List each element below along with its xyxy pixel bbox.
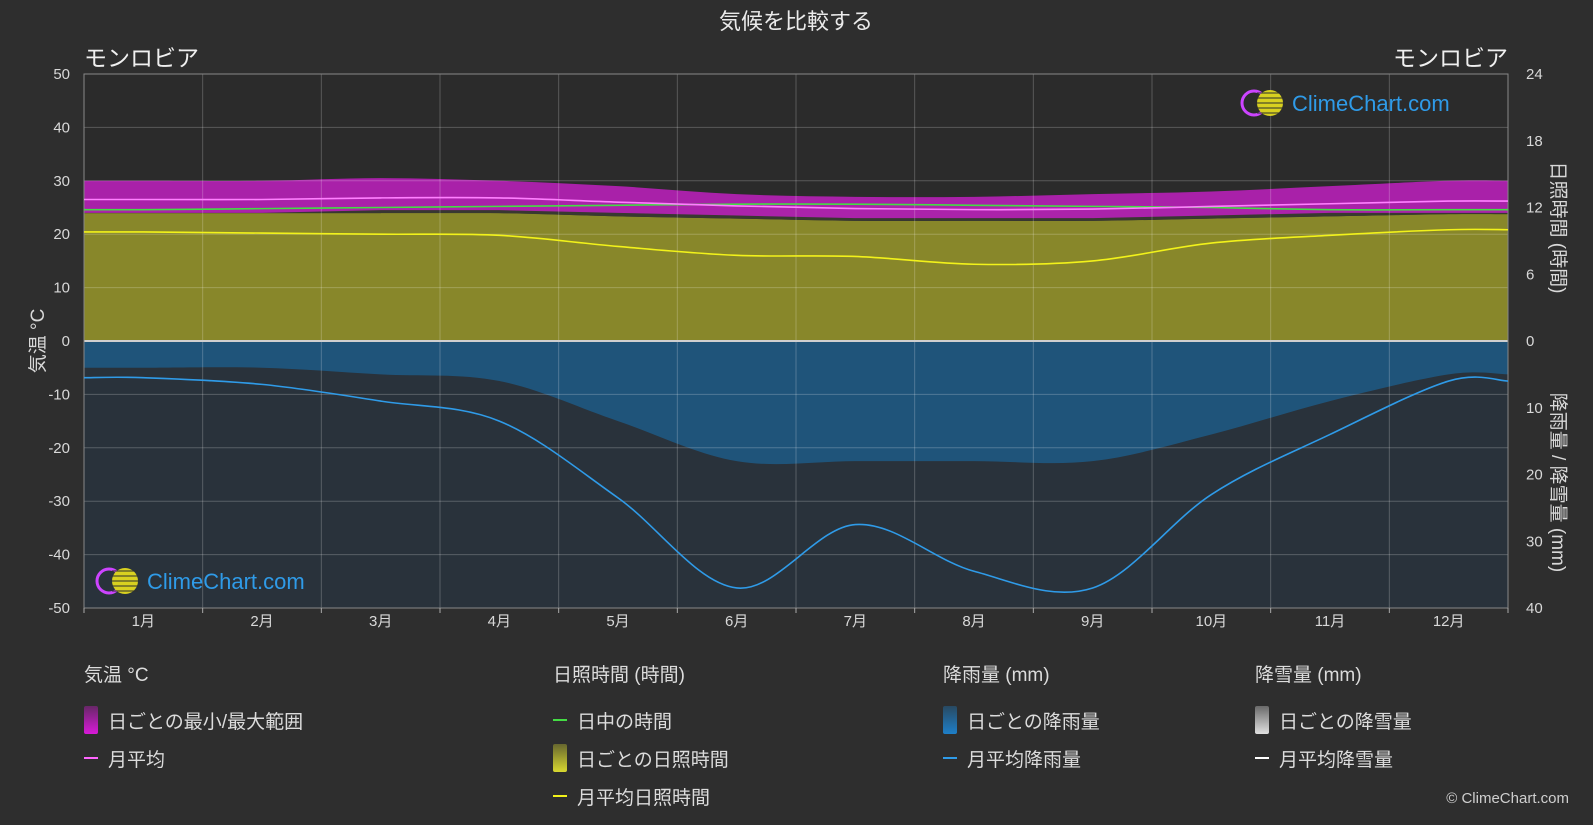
legend-item: 日ごとの日照時間 <box>553 739 729 777</box>
y-left-tick-label: 20 <box>53 226 70 243</box>
legend-swatch <box>553 744 567 772</box>
legend-label: 月平均 <box>108 749 166 771</box>
chart-title: 気候を比較する <box>719 9 873 34</box>
x-tick-label: 1月 <box>132 613 155 630</box>
legend-label: 日ごとの最小/最大範囲 <box>108 711 304 733</box>
x-tick-label: 10月 <box>1195 613 1227 630</box>
y-right-rain-tick-label: 30 <box>1526 533 1543 550</box>
legend-group-title: 降雪量 (mm) <box>1255 665 1362 686</box>
legend-label: 月平均日照時間 <box>577 787 711 809</box>
legend-item: 日ごとの降雨量 <box>943 701 1100 739</box>
legend-swatch <box>553 795 567 797</box>
brand-logo-bottom: ClimeChart.com <box>95 567 305 595</box>
legend-item: 日ごとの最小/最大範囲 <box>84 701 303 739</box>
y-right-rain-tick-label: 40 <box>1526 600 1543 617</box>
legend-label: 月平均降雪量 <box>1279 749 1394 771</box>
legend-item: 月平均 <box>84 739 303 777</box>
daylight-line <box>83 203 1508 211</box>
logo-text: ClimeChart.com <box>147 569 305 594</box>
y-left-tick-label: 50 <box>53 66 70 83</box>
legend-item: 月平均降雪量 <box>1255 739 1412 777</box>
y-left-tick-label: 40 <box>53 119 70 136</box>
logo-text: ClimeChart.com <box>1292 91 1450 116</box>
sunshine-daily-area <box>84 212 1508 341</box>
y-left-tick-label: -30 <box>48 493 70 510</box>
legend-swatch <box>1255 757 1269 759</box>
legend-item: 日ごとの降雪量 <box>1255 701 1412 739</box>
x-tick-label: 3月 <box>369 613 392 630</box>
legend-swatch <box>1255 706 1269 734</box>
rainfall-avg-line <box>83 376 1509 594</box>
rain-daily-area <box>84 341 1508 465</box>
y-left-tick-label: 30 <box>53 173 70 190</box>
brand-logo-top: ClimeChart.com <box>1240 89 1450 117</box>
y-left-tick-label: -50 <box>48 600 70 617</box>
legend-swatch <box>553 719 567 721</box>
legend-label: 日ごとの日照時間 <box>577 749 729 771</box>
y-left-tick-label: 0 <box>62 333 70 350</box>
legend-group: 日照時間 (時間) 日中の時間日ごとの日照時間 月平均日照時間 <box>553 660 729 815</box>
legend-swatch <box>84 757 98 759</box>
y-left-tick-label: -20 <box>48 440 70 457</box>
y-left-axis-label: 気温 °C <box>27 309 49 374</box>
y-right-sunshine-tick-label: 24 <box>1526 66 1543 83</box>
x-tick-label: 4月 <box>488 613 511 630</box>
y-left-tick-label: 10 <box>53 280 70 297</box>
legend-label: 日ごとの降雨量 <box>967 711 1100 733</box>
y-right-sunshine-tick-label: 0 <box>1526 333 1534 350</box>
y-right-rain-axis-label: 降雨量 / 降雪量 (mm) <box>1547 393 1569 572</box>
y-right-sunshine-tick-label: 6 <box>1526 266 1534 283</box>
legend-group-title: 気温 °C <box>84 665 149 686</box>
x-tick-label: 6月 <box>725 613 748 630</box>
legend-group-title: 日照時間 (時間) <box>553 665 685 686</box>
x-tick-label: 8月 <box>962 613 985 630</box>
location-left: モンロビア <box>84 45 199 71</box>
x-tick-label: 9月 <box>1081 613 1104 630</box>
legend-swatch <box>943 706 957 734</box>
y-right-sunshine-tick-label: 18 <box>1526 133 1543 150</box>
sunshine-avg-line <box>83 228 1509 266</box>
legend-item: 月平均降雨量 <box>943 739 1100 777</box>
legend-group-title: 降雨量 (mm) <box>943 665 1050 686</box>
y-right-sunshine-tick-label: 12 <box>1526 200 1543 217</box>
legend-label: 日ごとの降雪量 <box>1279 711 1412 733</box>
temperature-avg-line <box>83 196 1509 211</box>
y-right-sunshine-axis-label: 日照時間 (時間) <box>1547 162 1569 294</box>
x-tick-label: 7月 <box>844 613 867 630</box>
location-right: モンロビア <box>1393 45 1508 71</box>
legend-group: 降雪量 (mm) 日ごとの降雪量 月平均降雪量 <box>1255 660 1412 777</box>
legend-item: 月平均日照時間 <box>553 777 729 815</box>
legend-swatch <box>943 757 957 759</box>
legend-group: 気温 °C 日ごとの最小/最大範囲 月平均 <box>84 660 303 777</box>
y-left-tick-label: -40 <box>48 547 70 564</box>
y-right-rain-tick-label: 10 <box>1526 400 1543 417</box>
y-left-tick-label: -10 <box>48 386 70 403</box>
legend-item: 日中の時間 <box>553 701 729 739</box>
x-tick-label: 11月 <box>1315 613 1346 630</box>
legend-group: 降雨量 (mm) 日ごとの降雨量 月平均降雨量 <box>943 660 1100 777</box>
legend-swatch <box>84 706 98 734</box>
legend-label: 月平均降雨量 <box>967 749 1082 771</box>
y-right-rain-tick-label: 20 <box>1526 467 1543 484</box>
x-tick-label: 5月 <box>606 613 629 630</box>
legend-label: 日中の時間 <box>577 711 673 733</box>
x-tick-label: 12月 <box>1433 613 1465 630</box>
x-tick-label: 2月 <box>250 613 273 630</box>
copyright-text: © ClimeChart.com <box>1446 790 1569 807</box>
